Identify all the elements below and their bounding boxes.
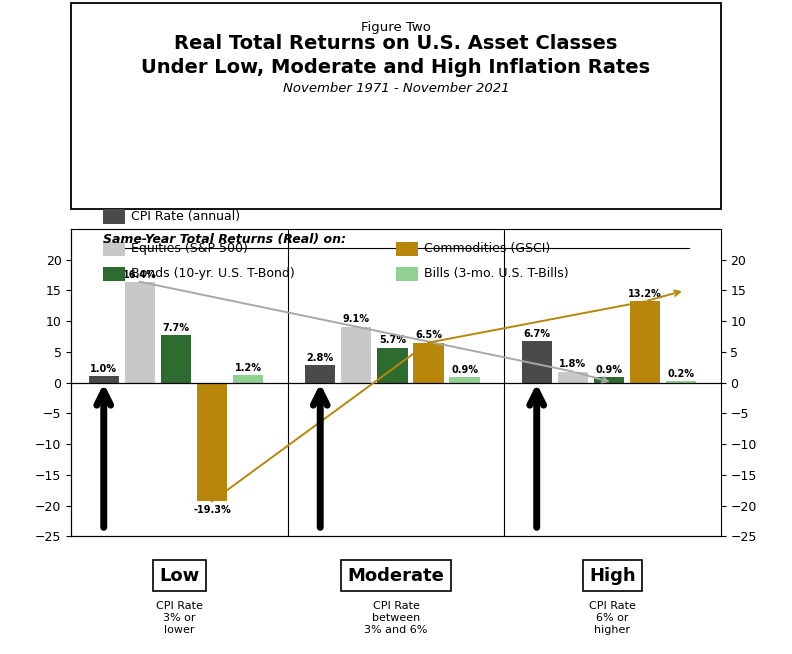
Text: Under Low, Moderate and High Inflation Rates: Under Low, Moderate and High Inflation R… xyxy=(142,58,650,77)
Text: Bonds (10-yr. U.S. T-Bond): Bonds (10-yr. U.S. T-Bond) xyxy=(131,267,295,280)
Text: November 1971 - November 2021: November 1971 - November 2021 xyxy=(283,82,509,95)
Text: 7.7%: 7.7% xyxy=(162,323,189,333)
Text: CPI Rate (annual): CPI Rate (annual) xyxy=(131,210,240,223)
Text: High: High xyxy=(589,566,636,585)
Text: CPI Rate
6% or
higher: CPI Rate 6% or higher xyxy=(589,602,636,634)
Bar xyxy=(558,371,588,383)
Text: 0.2%: 0.2% xyxy=(668,370,695,379)
Text: -19.3%: -19.3% xyxy=(193,505,230,515)
Text: 0.9%: 0.9% xyxy=(596,365,623,375)
Bar xyxy=(233,375,263,383)
Text: Bills (3-mo. U.S. T-Bills): Bills (3-mo. U.S. T-Bills) xyxy=(424,267,569,280)
Bar xyxy=(124,282,155,383)
Text: 1.2%: 1.2% xyxy=(234,363,261,373)
Text: 5.7%: 5.7% xyxy=(379,336,406,345)
Bar xyxy=(630,301,660,383)
Bar xyxy=(305,366,335,383)
Bar xyxy=(449,377,480,383)
Text: 9.1%: 9.1% xyxy=(343,315,370,324)
Text: 13.2%: 13.2% xyxy=(628,289,662,300)
Text: 1.8%: 1.8% xyxy=(559,359,586,370)
Text: 16.4%: 16.4% xyxy=(123,269,157,280)
Bar xyxy=(341,326,371,383)
Bar xyxy=(522,341,552,383)
Text: 6.7%: 6.7% xyxy=(524,329,550,339)
Text: 2.8%: 2.8% xyxy=(307,353,333,363)
Text: Commodities (GSCI): Commodities (GSCI) xyxy=(424,242,550,255)
Text: Equities (S&P 500): Equities (S&P 500) xyxy=(131,242,248,255)
Text: 1.0%: 1.0% xyxy=(90,364,117,374)
Text: CPI Rate
3% or
lower: CPI Rate 3% or lower xyxy=(156,602,203,634)
Bar xyxy=(161,336,191,383)
Text: 0.9%: 0.9% xyxy=(451,365,478,375)
Text: 6.5%: 6.5% xyxy=(415,330,442,341)
Bar xyxy=(594,377,624,383)
Bar xyxy=(413,343,444,383)
Text: Figure Two: Figure Two xyxy=(361,21,431,34)
Text: Same-Year Total Returns (Real) on:: Same-Year Total Returns (Real) on: xyxy=(103,233,346,247)
Text: Real Total Returns on U.S. Asset Classes: Real Total Returns on U.S. Asset Classes xyxy=(174,34,618,53)
Bar xyxy=(89,377,119,383)
Bar xyxy=(377,347,408,383)
Text: CPI Rate
between
3% and 6%: CPI Rate between 3% and 6% xyxy=(364,602,428,634)
Text: Low: Low xyxy=(159,566,200,585)
Text: Moderate: Moderate xyxy=(348,566,444,585)
Bar xyxy=(197,383,227,501)
Bar xyxy=(666,381,696,383)
